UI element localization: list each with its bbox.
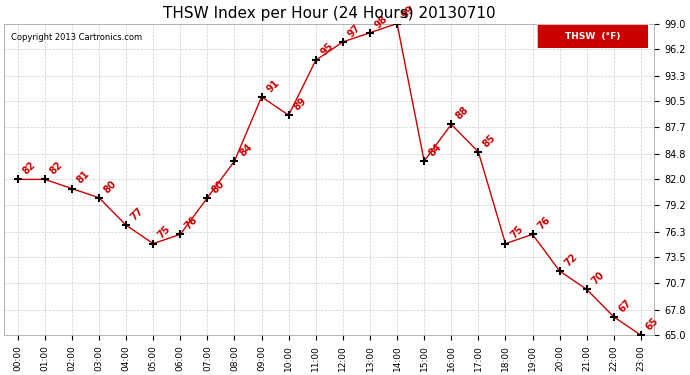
Text: 98: 98 (373, 13, 389, 30)
Text: 84: 84 (427, 142, 444, 158)
Text: 75: 75 (156, 224, 172, 241)
Text: 97: 97 (346, 22, 362, 39)
Text: 89: 89 (291, 96, 308, 112)
Text: 77: 77 (129, 206, 146, 222)
Text: 82: 82 (48, 160, 64, 177)
Text: 82: 82 (21, 160, 37, 177)
Text: 76: 76 (183, 215, 199, 232)
Text: 81: 81 (75, 169, 91, 186)
Text: 91: 91 (264, 78, 281, 94)
Text: 75: 75 (509, 224, 525, 241)
Text: 88: 88 (454, 105, 471, 122)
Text: 84: 84 (237, 142, 254, 158)
Text: 76: 76 (535, 215, 552, 232)
Text: 65: 65 (644, 316, 660, 333)
Text: 72: 72 (562, 252, 579, 268)
Text: 67: 67 (617, 297, 633, 314)
Text: 99: 99 (400, 4, 417, 21)
Title: THSW Index per Hour (24 Hours) 20130710: THSW Index per Hour (24 Hours) 20130710 (163, 6, 495, 21)
Text: 80: 80 (210, 178, 227, 195)
Text: 95: 95 (319, 41, 335, 57)
Text: Copyright 2013 Cartronics.com: Copyright 2013 Cartronics.com (10, 33, 141, 42)
Text: 70: 70 (589, 270, 606, 286)
Text: 80: 80 (102, 178, 119, 195)
Text: 85: 85 (481, 132, 498, 149)
